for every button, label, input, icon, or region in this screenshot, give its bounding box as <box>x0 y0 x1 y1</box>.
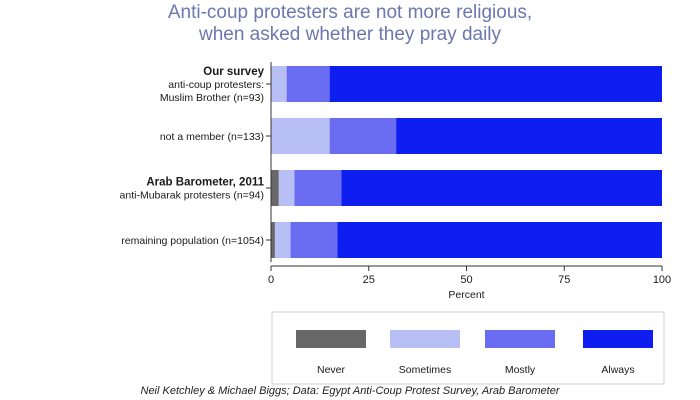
chart-title: Anti-coup protesters are not more religi… <box>0 2 700 46</box>
chart-title-line-2: when asked whether they pray daily <box>198 24 502 45</box>
legend-swatch-always <box>583 330 653 348</box>
legend-box <box>271 311 665 385</box>
category-label-0-1: anti-coup protesters: <box>168 79 264 91</box>
legend-label-never: Never <box>317 364 346 376</box>
x-tick-label-0: 0 <box>268 274 274 286</box>
x-tick-label-25: 25 <box>363 274 375 286</box>
bar-segment-always-1 <box>396 118 662 154</box>
legend-label-always: Always <box>601 364 634 376</box>
legend-label-mostly: Mostly <box>505 364 536 376</box>
category-label-0-2: Muslim Brother (n=93) <box>160 92 264 104</box>
category-label-3-0: remaining population (n=1054) <box>121 235 264 247</box>
bar-segment-mostly-1 <box>329 118 397 154</box>
bar-segment-sometimes-2 <box>278 170 295 206</box>
bar-segment-never-2 <box>271 170 279 206</box>
chart-title-line-1: Anti-coup protesters are not more religi… <box>167 2 533 23</box>
x-axis-title: Percent <box>448 289 484 301</box>
bar-segment-never-3 <box>271 222 275 258</box>
x-axis: 0 25 50 75 100 Percent <box>268 62 671 301</box>
bar-segment-always-2 <box>341 170 662 206</box>
legend-label-sometimes: Sometimes <box>399 364 452 376</box>
bar-segment-sometimes-1 <box>271 118 330 154</box>
bar-segment-sometimes-3 <box>274 222 291 258</box>
legend-swatch-sometimes <box>390 330 460 348</box>
legend-swatch-never <box>296 330 366 348</box>
x-tick-label-75: 75 <box>558 274 570 286</box>
group-label-0: Our survey <box>203 66 264 78</box>
bar-segment-mostly-2 <box>294 170 342 206</box>
group-label-2: Arab Barometer, 2011 <box>146 177 264 189</box>
source-caption: Neil Ketchley & Michael Biggs; Data: Egy… <box>140 385 560 397</box>
category-label-2-1: anti-Mubarak protesters (n=94) <box>120 190 264 202</box>
bar-segment-mostly-0 <box>286 66 330 102</box>
x-tick-label-50: 50 <box>460 274 472 286</box>
x-tick-label-100: 100 <box>653 274 671 286</box>
legend-swatch-mostly <box>485 330 555 348</box>
bar-segment-always-0 <box>329 66 662 102</box>
category-label-1-0: not a member (n=133) <box>160 131 264 143</box>
bar-segment-always-3 <box>337 222 662 258</box>
bar-segment-sometimes-0 <box>271 66 287 102</box>
legend: Never Sometimes Mostly Always <box>271 311 665 385</box>
bars <box>271 66 662 258</box>
bar-segment-mostly-3 <box>290 222 338 258</box>
